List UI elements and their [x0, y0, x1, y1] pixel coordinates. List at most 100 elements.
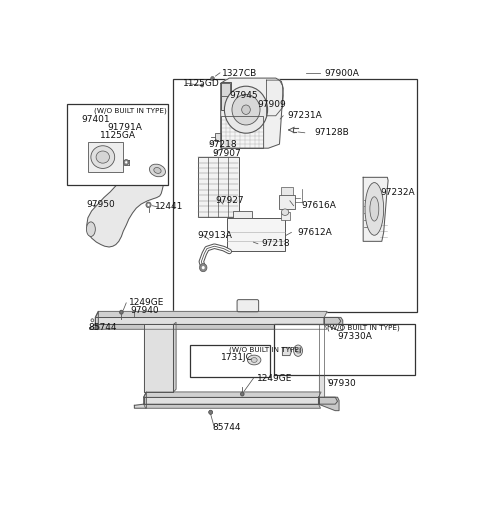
Circle shape: [96, 326, 99, 330]
Circle shape: [124, 159, 129, 165]
Ellipse shape: [154, 167, 161, 174]
Text: 97900A: 97900A: [324, 69, 359, 78]
Text: 1249GE: 1249GE: [129, 298, 164, 307]
Polygon shape: [324, 318, 341, 325]
Text: 91791A: 91791A: [108, 124, 143, 133]
Polygon shape: [144, 404, 321, 408]
Circle shape: [240, 392, 244, 396]
Text: 1327CB: 1327CB: [222, 69, 257, 78]
Text: 1249GE: 1249GE: [257, 374, 292, 383]
Ellipse shape: [91, 146, 115, 168]
Circle shape: [209, 410, 213, 414]
Circle shape: [96, 327, 98, 328]
Text: 1125GD: 1125GD: [183, 79, 219, 88]
Text: 97913A: 97913A: [198, 231, 232, 240]
Circle shape: [209, 410, 213, 414]
Bar: [216, 133, 221, 141]
Polygon shape: [96, 311, 327, 318]
Text: 97909: 97909: [257, 100, 286, 109]
Bar: [228, 218, 285, 251]
Text: 85744: 85744: [213, 423, 241, 432]
Text: 97218: 97218: [261, 239, 289, 248]
Polygon shape: [319, 325, 324, 397]
Polygon shape: [87, 164, 168, 247]
Polygon shape: [96, 318, 324, 325]
Ellipse shape: [232, 95, 260, 125]
Text: (W/O BUILT IN TYPE): (W/O BUILT IN TYPE): [229, 347, 302, 353]
Circle shape: [147, 204, 150, 206]
FancyBboxPatch shape: [237, 300, 259, 312]
Bar: [274, 325, 415, 375]
Circle shape: [120, 310, 123, 314]
Ellipse shape: [248, 355, 261, 365]
Bar: [198, 157, 239, 217]
Text: 97612A: 97612A: [297, 228, 332, 237]
Text: 97930: 97930: [328, 379, 357, 388]
Polygon shape: [96, 325, 327, 329]
Bar: [67, 105, 168, 185]
Polygon shape: [144, 397, 319, 404]
Ellipse shape: [86, 222, 96, 237]
Text: 97907: 97907: [213, 148, 241, 157]
Polygon shape: [173, 322, 176, 392]
Text: 97218: 97218: [208, 139, 237, 149]
Text: 97232A: 97232A: [381, 188, 415, 197]
Circle shape: [125, 161, 127, 164]
Ellipse shape: [225, 86, 267, 133]
Bar: [281, 212, 290, 220]
Bar: [190, 345, 270, 377]
Text: 97401: 97401: [82, 115, 110, 124]
Ellipse shape: [296, 348, 300, 353]
Text: 97330A: 97330A: [337, 331, 372, 341]
Text: 97231A: 97231A: [287, 112, 322, 120]
Text: 97945: 97945: [229, 91, 258, 100]
Circle shape: [96, 326, 99, 330]
Text: 1731JC: 1731JC: [221, 353, 252, 362]
Polygon shape: [282, 348, 291, 356]
Circle shape: [120, 310, 123, 314]
Ellipse shape: [281, 209, 289, 216]
Polygon shape: [363, 177, 388, 241]
Polygon shape: [221, 116, 263, 148]
Bar: [233, 211, 252, 218]
Bar: [221, 82, 231, 110]
Circle shape: [201, 84, 204, 87]
Circle shape: [92, 319, 93, 321]
Polygon shape: [266, 80, 283, 116]
Polygon shape: [144, 325, 173, 392]
Text: 97616A: 97616A: [301, 201, 336, 210]
Polygon shape: [221, 78, 283, 148]
Circle shape: [241, 392, 244, 396]
Circle shape: [210, 411, 211, 413]
Ellipse shape: [96, 151, 109, 163]
Text: 97950: 97950: [86, 200, 115, 209]
Text: 97927: 97927: [216, 196, 244, 205]
Bar: [88, 142, 123, 173]
Ellipse shape: [242, 105, 250, 114]
Circle shape: [211, 76, 215, 80]
Text: 1125GA: 1125GA: [100, 131, 136, 140]
Polygon shape: [134, 392, 146, 408]
Circle shape: [91, 319, 94, 322]
Ellipse shape: [365, 183, 384, 235]
Polygon shape: [319, 397, 337, 404]
Text: 12441: 12441: [155, 203, 183, 211]
Text: 85744: 85744: [88, 322, 117, 332]
Bar: [279, 195, 295, 209]
Ellipse shape: [294, 345, 302, 356]
Polygon shape: [90, 311, 98, 329]
Circle shape: [200, 264, 207, 272]
Text: (W/O BUILT IN TYPE): (W/O BUILT IN TYPE): [94, 108, 167, 114]
Bar: [281, 187, 293, 195]
Circle shape: [202, 266, 204, 269]
Text: (W/O BUILT IN TYPE): (W/O BUILT IN TYPE): [327, 325, 400, 331]
Ellipse shape: [251, 358, 257, 362]
Text: 97128B: 97128B: [315, 128, 349, 137]
Polygon shape: [324, 318, 343, 330]
Bar: [173, 79, 417, 312]
Bar: [221, 83, 230, 96]
Polygon shape: [319, 397, 339, 411]
Polygon shape: [144, 392, 321, 397]
Ellipse shape: [149, 164, 166, 177]
Circle shape: [120, 311, 122, 313]
